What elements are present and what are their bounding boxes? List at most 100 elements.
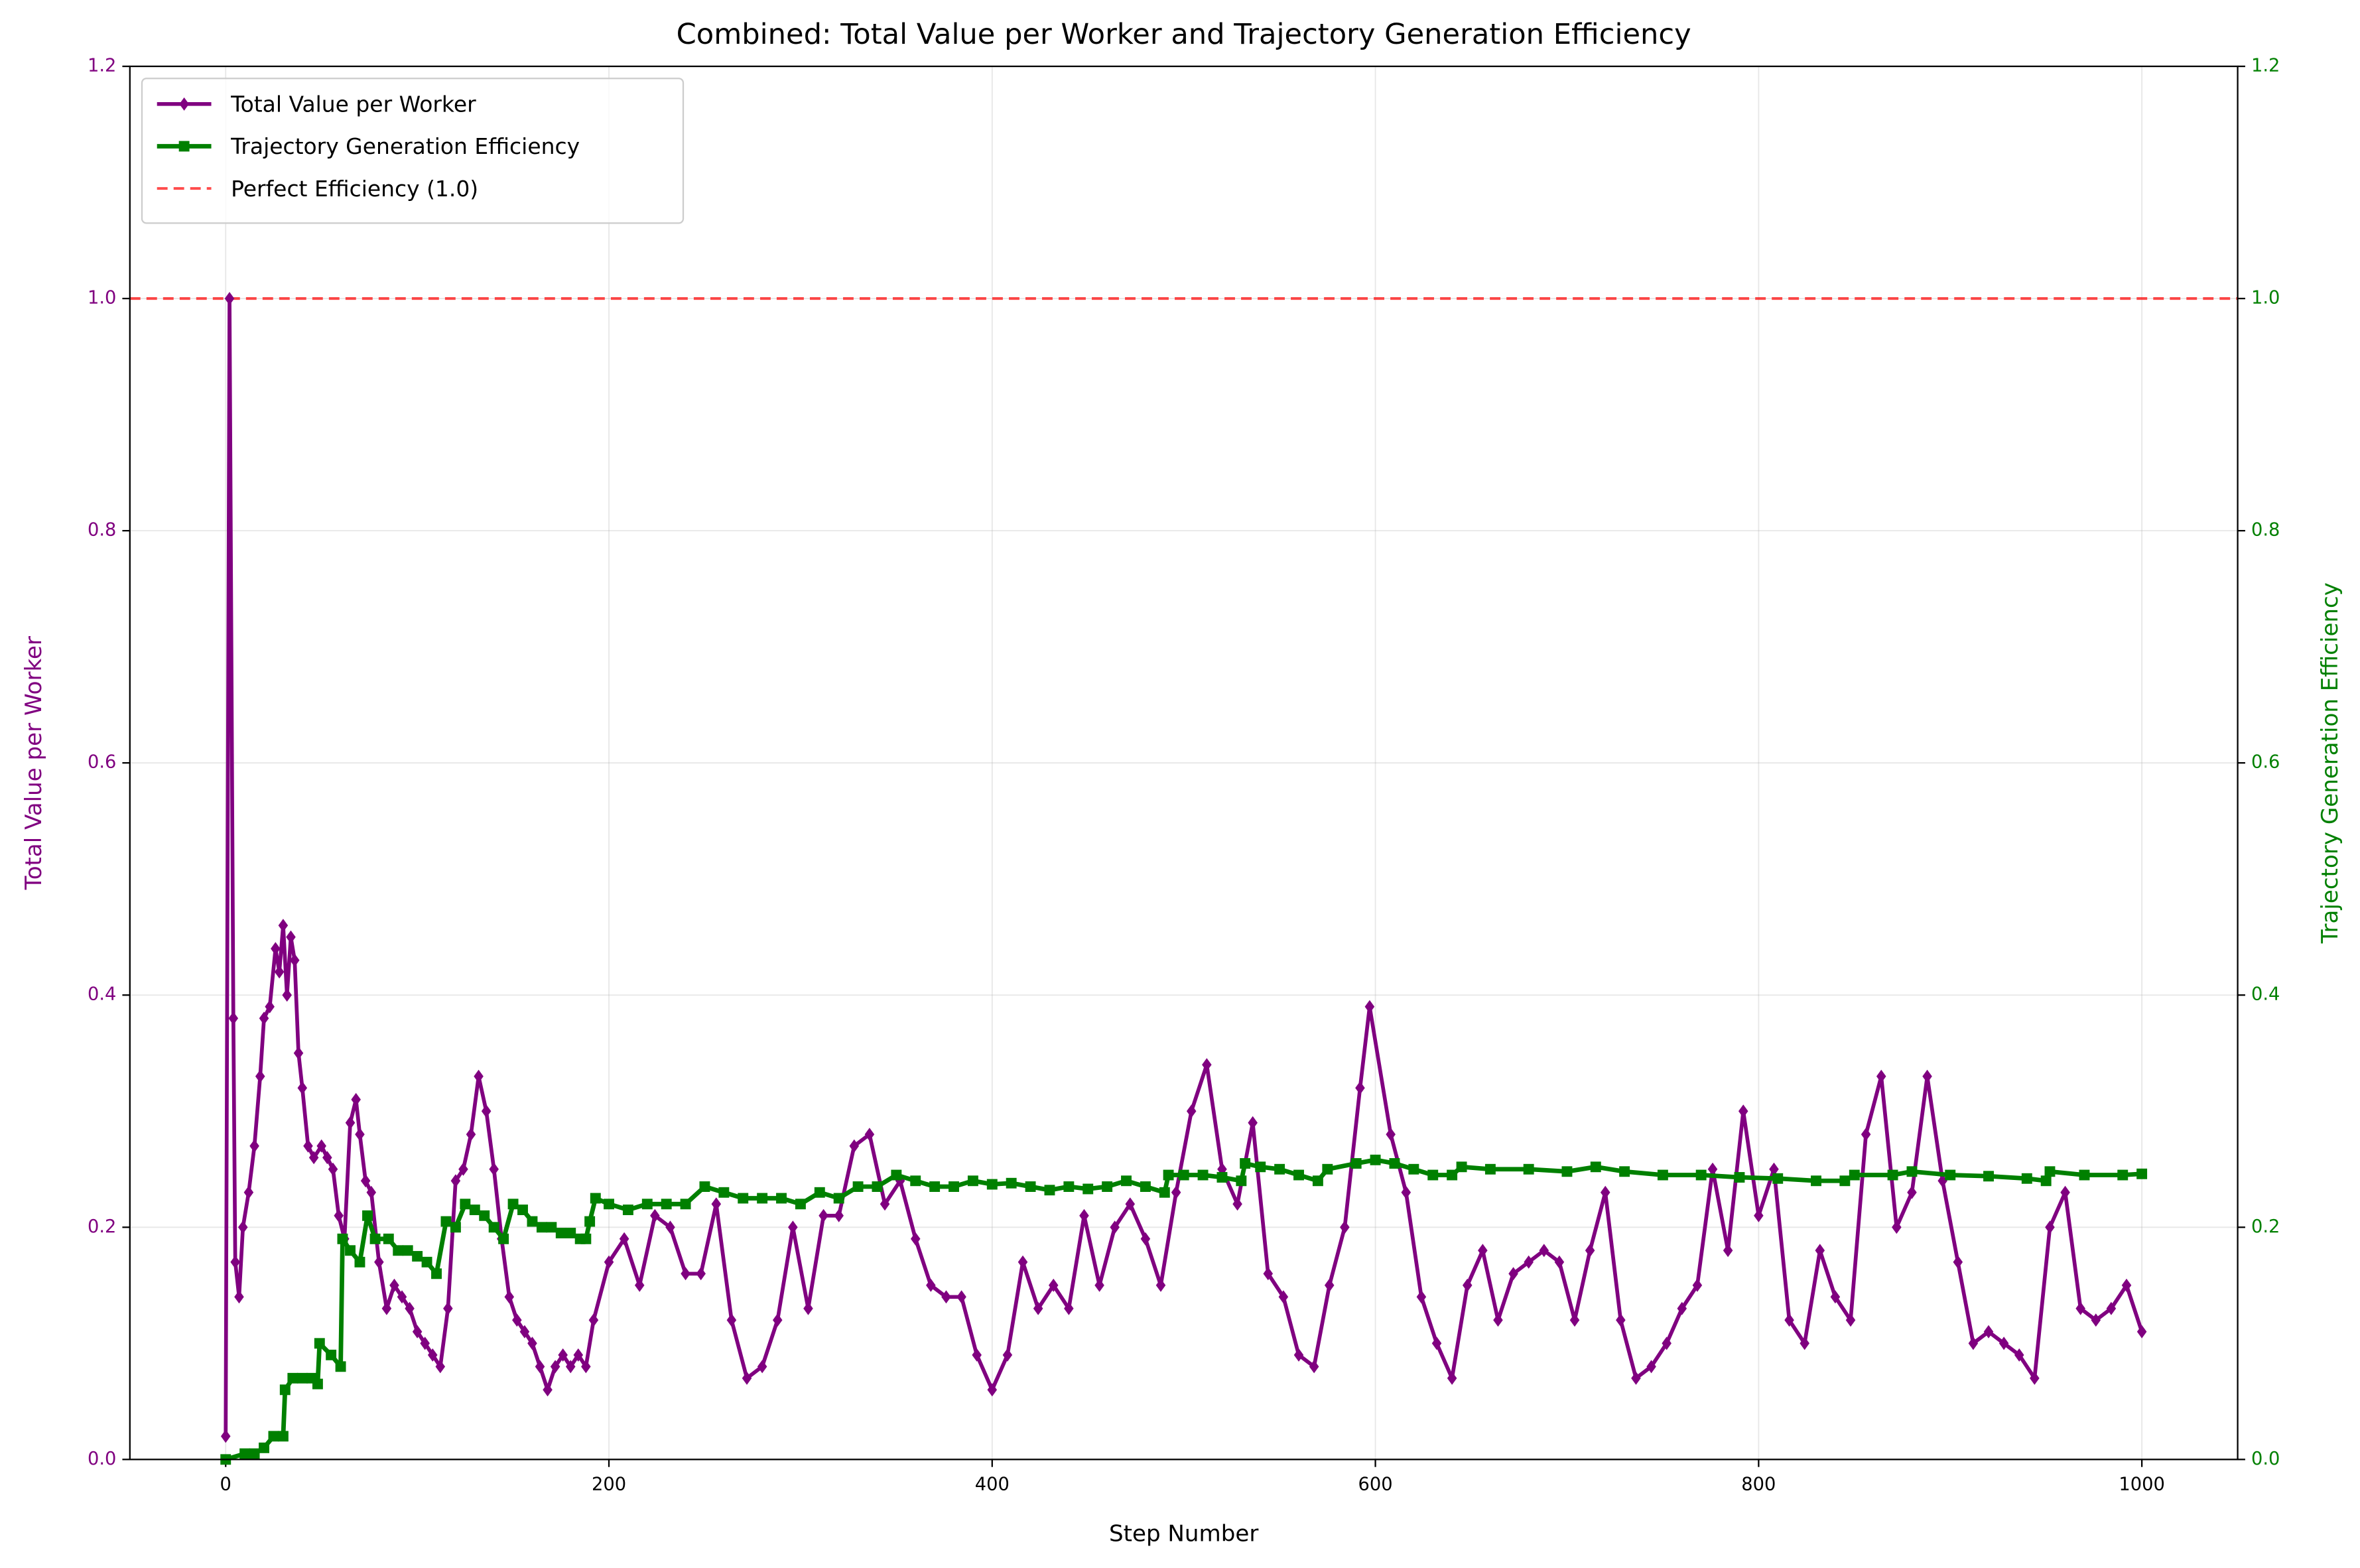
x-tick-label: 1000 — [2119, 1474, 2164, 1494]
marker — [1484, 1163, 1496, 1175]
marker — [757, 1193, 768, 1204]
marker — [466, 1128, 476, 1142]
marker — [431, 1268, 442, 1279]
marker — [314, 1338, 325, 1349]
marker — [1784, 1313, 1794, 1327]
marker — [1906, 1166, 1918, 1177]
marker — [1861, 1128, 1871, 1142]
marker — [742, 1371, 752, 1385]
marker — [1734, 1172, 1745, 1183]
y-tick-label: 0.8 — [88, 520, 116, 541]
marker — [1569, 1313, 1580, 1327]
marker — [1322, 1163, 1333, 1175]
marker — [1002, 1348, 1013, 1362]
marker — [383, 1233, 394, 1244]
marker — [286, 930, 296, 944]
marker — [512, 1313, 522, 1327]
marker — [1125, 1197, 1136, 1211]
marker — [604, 1199, 614, 1210]
marker — [420, 1337, 430, 1350]
marker — [1033, 1301, 1043, 1315]
marker — [1017, 1255, 1028, 1269]
x-tick-label: 200 — [592, 1474, 626, 1494]
marker — [1561, 1166, 1573, 1177]
marker — [1616, 1313, 1626, 1327]
marker — [1646, 1360, 1656, 1374]
marker — [1370, 1154, 1381, 1165]
marker — [757, 1360, 767, 1374]
marker — [788, 1220, 798, 1234]
marker — [2044, 1166, 2056, 1177]
marker — [1293, 1348, 1304, 1362]
marker — [1263, 1267, 1274, 1281]
marker — [2079, 1169, 2090, 1181]
y2-tick-label: 0.0 — [2251, 1449, 2280, 1469]
marker — [1025, 1181, 1036, 1192]
marker — [282, 988, 292, 1002]
marker — [337, 1233, 348, 1244]
marker — [772, 1313, 783, 1327]
marker — [1738, 1104, 1748, 1118]
marker — [852, 1181, 864, 1192]
marker — [1619, 1166, 1630, 1177]
y2-tick-label: 0.8 — [2251, 520, 2280, 541]
marker — [1945, 1169, 1956, 1181]
x-tick-label: 400 — [975, 1474, 1010, 1494]
marker — [1121, 1175, 1132, 1187]
marker — [1159, 1187, 1170, 1198]
marker — [1907, 1185, 1917, 1199]
marker — [536, 1222, 547, 1233]
marker — [803, 1301, 813, 1315]
series — [220, 292, 2147, 1443]
marker — [1312, 1175, 1323, 1187]
marker — [1064, 1301, 1074, 1315]
marker — [1695, 1169, 1707, 1181]
marker — [1063, 1181, 1075, 1192]
marker — [326, 1349, 337, 1360]
marker — [1524, 1255, 1534, 1269]
marker — [558, 1348, 568, 1362]
marker — [1197, 1169, 1209, 1181]
marker — [956, 1290, 966, 1304]
marker — [1427, 1169, 1439, 1181]
marker — [661, 1199, 672, 1210]
marker — [1662, 1337, 1672, 1350]
marker — [987, 1383, 998, 1397]
marker — [1447, 1371, 1457, 1385]
x-tick-label: 800 — [1741, 1474, 1776, 1494]
marker — [450, 1222, 461, 1233]
marker — [265, 1000, 275, 1013]
x-tick-label: 0 — [220, 1474, 231, 1494]
marker — [1493, 1313, 1503, 1327]
y-tick-label: 1.0 — [88, 288, 116, 308]
marker — [1677, 1301, 1687, 1315]
marker — [864, 1128, 875, 1142]
marker — [1006, 1177, 1017, 1189]
marker — [795, 1199, 806, 1210]
y2-axis-label: Trajectory Generation Efficiency — [2317, 582, 2343, 944]
marker — [1110, 1220, 1120, 1234]
x-axis-label: Step Number — [1109, 1520, 1259, 1547]
marker — [2040, 1175, 2052, 1187]
marker — [230, 1255, 240, 1269]
marker — [287, 1372, 298, 1384]
marker — [580, 1233, 592, 1244]
y-tick-label: 0.2 — [88, 1216, 116, 1237]
marker — [590, 1193, 601, 1204]
legend: Total Value per Worker Trajectory Generat… — [141, 78, 685, 224]
marker — [316, 1139, 326, 1153]
marker — [1539, 1244, 1549, 1258]
plot-frame — [129, 65, 2239, 1461]
marker — [1462, 1278, 1473, 1292]
marker — [1478, 1244, 1488, 1258]
marker — [1800, 1337, 1809, 1350]
marker — [967, 1175, 978, 1187]
marker — [435, 1360, 446, 1374]
marker — [1456, 1161, 1467, 1173]
marker — [1389, 1158, 1400, 1169]
marker — [1102, 1181, 1113, 1192]
marker — [1723, 1244, 1733, 1258]
legend-marker — [178, 141, 190, 152]
